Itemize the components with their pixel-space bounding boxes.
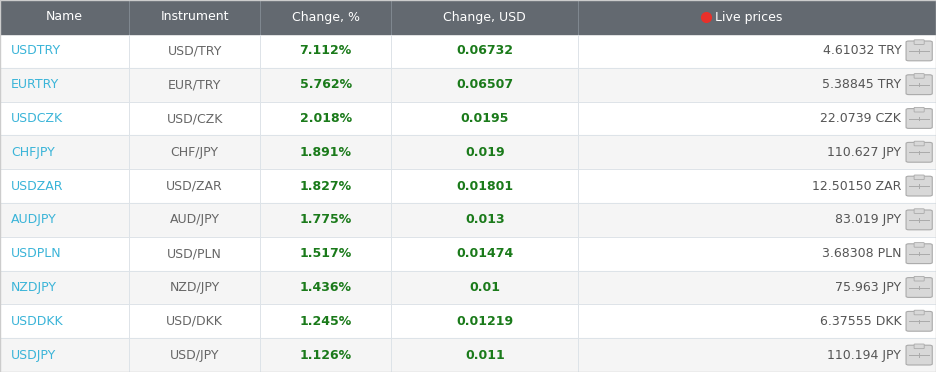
Text: 0.06732: 0.06732 xyxy=(457,44,513,57)
FancyBboxPatch shape xyxy=(906,278,932,297)
FancyBboxPatch shape xyxy=(914,209,924,214)
Text: 22.0739 CZK: 22.0739 CZK xyxy=(821,112,901,125)
Text: USDDKK: USDDKK xyxy=(11,315,64,328)
Text: 0.01801: 0.01801 xyxy=(456,180,514,193)
Text: AUD/JPY: AUD/JPY xyxy=(169,214,220,227)
Text: NZDJPY: NZDJPY xyxy=(11,281,57,294)
Text: USD/TRY: USD/TRY xyxy=(168,44,222,57)
FancyBboxPatch shape xyxy=(906,109,932,128)
Text: 3.68308 PLN: 3.68308 PLN xyxy=(822,247,901,260)
FancyBboxPatch shape xyxy=(906,210,932,230)
Bar xyxy=(0,135,936,169)
Text: 0.013: 0.013 xyxy=(465,214,505,227)
Text: 0.019: 0.019 xyxy=(465,146,505,159)
Text: USDZAR: USDZAR xyxy=(11,180,64,193)
Text: 12.50150 ZAR: 12.50150 ZAR xyxy=(812,180,901,193)
Bar xyxy=(0,102,936,135)
Text: 1.245%: 1.245% xyxy=(300,315,352,328)
Text: Change, %: Change, % xyxy=(292,10,359,23)
Text: USD/DKK: USD/DKK xyxy=(167,315,223,328)
FancyBboxPatch shape xyxy=(914,344,924,349)
Text: USD/ZAR: USD/ZAR xyxy=(167,180,223,193)
FancyBboxPatch shape xyxy=(906,75,932,94)
Text: 0.011: 0.011 xyxy=(465,349,505,362)
Text: 0.01: 0.01 xyxy=(469,281,501,294)
Text: 0.06507: 0.06507 xyxy=(456,78,514,91)
Text: 5.762%: 5.762% xyxy=(300,78,352,91)
Text: 1.126%: 1.126% xyxy=(300,349,352,362)
Text: USDCZK: USDCZK xyxy=(11,112,64,125)
Text: 0.01474: 0.01474 xyxy=(456,247,514,260)
FancyBboxPatch shape xyxy=(914,74,924,78)
Bar xyxy=(0,237,936,270)
Text: 110.194 JPY: 110.194 JPY xyxy=(827,349,901,362)
Text: 110.627 JPY: 110.627 JPY xyxy=(827,146,901,159)
Text: 1.436%: 1.436% xyxy=(300,281,352,294)
FancyBboxPatch shape xyxy=(914,108,924,112)
Text: 1.517%: 1.517% xyxy=(300,247,352,260)
Text: Instrument: Instrument xyxy=(160,10,229,23)
Bar xyxy=(0,270,936,304)
FancyBboxPatch shape xyxy=(914,243,924,247)
Bar xyxy=(0,169,936,203)
Bar xyxy=(0,338,936,372)
Text: Live prices: Live prices xyxy=(715,10,782,23)
FancyBboxPatch shape xyxy=(906,41,932,61)
Text: 75.963 JPY: 75.963 JPY xyxy=(835,281,901,294)
Text: 7.112%: 7.112% xyxy=(300,44,352,57)
Text: 1.827%: 1.827% xyxy=(300,180,352,193)
Bar xyxy=(0,68,936,102)
Text: 1.891%: 1.891% xyxy=(300,146,352,159)
FancyBboxPatch shape xyxy=(906,345,932,365)
Text: 5.38845 TRY: 5.38845 TRY xyxy=(822,78,901,91)
Text: 4.61032 TRY: 4.61032 TRY xyxy=(823,44,901,57)
Text: USDJPY: USDJPY xyxy=(11,349,56,362)
FancyBboxPatch shape xyxy=(906,244,932,264)
FancyBboxPatch shape xyxy=(914,175,924,180)
Text: AUDJPY: AUDJPY xyxy=(11,214,57,227)
Bar xyxy=(0,304,936,338)
Text: 0.0195: 0.0195 xyxy=(461,112,509,125)
Bar xyxy=(0,34,936,68)
FancyBboxPatch shape xyxy=(906,142,932,162)
FancyBboxPatch shape xyxy=(906,176,932,196)
Text: USD/JPY: USD/JPY xyxy=(170,349,219,362)
Text: USD/CZK: USD/CZK xyxy=(167,112,223,125)
FancyBboxPatch shape xyxy=(906,311,932,331)
Text: Name: Name xyxy=(46,10,83,23)
Text: 0.01219: 0.01219 xyxy=(456,315,514,328)
FancyBboxPatch shape xyxy=(914,310,924,315)
Text: CHF/JPY: CHF/JPY xyxy=(170,146,219,159)
Text: Change, USD: Change, USD xyxy=(444,10,526,23)
Text: USDTRY: USDTRY xyxy=(11,44,62,57)
Bar xyxy=(0,203,936,237)
Text: 2.018%: 2.018% xyxy=(300,112,352,125)
FancyBboxPatch shape xyxy=(914,276,924,281)
FancyBboxPatch shape xyxy=(914,141,924,146)
Text: 83.019 JPY: 83.019 JPY xyxy=(835,214,901,227)
Text: 6.37555 DKK: 6.37555 DKK xyxy=(820,315,901,328)
Text: EUR/TRY: EUR/TRY xyxy=(168,78,222,91)
Text: EURTRY: EURTRY xyxy=(11,78,60,91)
Text: 1.775%: 1.775% xyxy=(300,214,352,227)
FancyBboxPatch shape xyxy=(914,40,924,44)
Text: NZD/JPY: NZD/JPY xyxy=(169,281,220,294)
Text: CHFJPY: CHFJPY xyxy=(11,146,55,159)
Text: USDPLN: USDPLN xyxy=(11,247,62,260)
Bar xyxy=(0,0,936,34)
Text: USD/PLN: USD/PLN xyxy=(168,247,222,260)
